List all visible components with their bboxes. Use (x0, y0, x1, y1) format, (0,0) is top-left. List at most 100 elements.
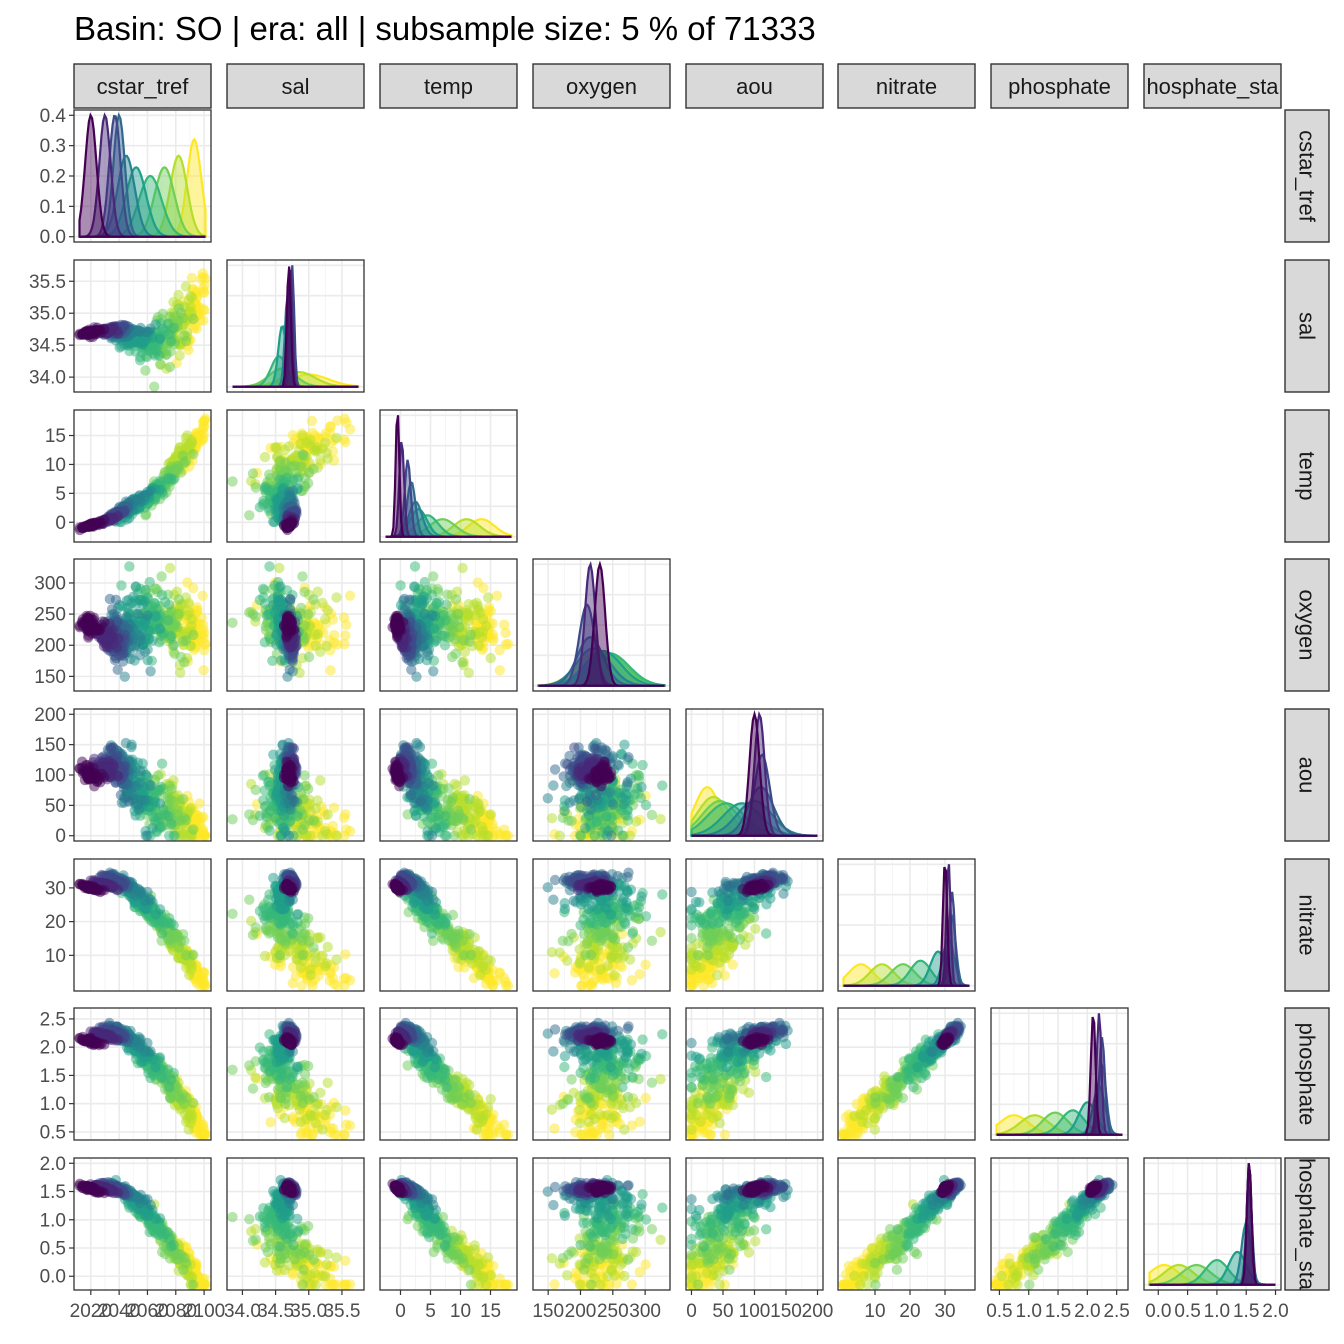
scatter-point (135, 794, 146, 806)
scatter-point (133, 608, 144, 619)
scatter-point (481, 620, 492, 632)
scatter-point (250, 784, 261, 796)
scatter-point (155, 359, 166, 370)
scatter-point (320, 613, 331, 625)
scatter-point (488, 635, 499, 646)
scatter-point (289, 796, 300, 807)
scatter-point (173, 594, 184, 605)
scatter-point (140, 365, 151, 376)
row-strip-label-oxygen: oxygen (1295, 590, 1320, 661)
panel-cstar_tref-vs-cstar_tref (73, 109, 212, 243)
row-strip-label-aou: aou (1295, 757, 1320, 794)
scatter-point (156, 571, 167, 582)
panel-oxygen-vs-sal (226, 558, 365, 692)
scatter-point (299, 586, 310, 598)
scatter-point (146, 343, 157, 354)
scatter-point (180, 335, 192, 347)
scatter-point (130, 581, 141, 592)
scatter-point (166, 818, 177, 829)
scatter-point (159, 596, 171, 608)
scatter-point (317, 830, 328, 841)
row-strip-label-cstar_tref: cstar_tref (1295, 130, 1320, 223)
panel-aou-vs-cstar_tref (73, 708, 212, 842)
scatter-point (257, 499, 269, 510)
scatter-point (450, 648, 461, 659)
scatter-point (145, 323, 156, 334)
scatter-point (197, 268, 208, 279)
scatter-point (463, 667, 474, 678)
scatter-point (473, 601, 484, 612)
scatter-point (134, 650, 145, 661)
scatter-point (91, 776, 103, 787)
scatter-point (183, 294, 194, 306)
scatter-point (168, 474, 179, 485)
scatter-point (439, 640, 451, 651)
scatter-point (428, 666, 439, 677)
scatter-point (173, 608, 184, 620)
scatter-point (325, 665, 336, 676)
scatter-point (156, 758, 168, 769)
scatter-point (105, 632, 116, 644)
scatter-point (182, 577, 193, 588)
scatter-point (173, 805, 184, 816)
scatter-point (331, 432, 342, 444)
scatter-point (133, 804, 145, 815)
scatter-point (81, 610, 92, 622)
scatter-point (168, 322, 179, 334)
scatter-point (331, 592, 342, 603)
scatter-point (134, 777, 145, 788)
scatter-point (321, 640, 332, 652)
row-strip-cstar_tref (1284, 109, 1330, 243)
scatter-point (423, 650, 434, 661)
column-strip-label-temp: temp (424, 74, 473, 99)
scatter-point (250, 482, 261, 493)
scatter-point (259, 637, 271, 648)
scatter-point (299, 819, 310, 831)
scatter-point (281, 610, 293, 622)
panel-oxygen-vs-temp (379, 558, 518, 692)
scatter-point (450, 594, 462, 605)
scatter-point (227, 617, 238, 628)
column-strip-phosphate (990, 63, 1129, 109)
scatter-point (135, 631, 146, 642)
scatter-point (283, 830, 295, 841)
scatter-point (395, 580, 406, 591)
scatter-point (270, 442, 281, 453)
scatter-point (164, 562, 176, 574)
panel-sal-vs-sal (226, 259, 365, 393)
scatter-point (275, 581, 286, 592)
scatter-point (197, 826, 208, 837)
scatter-point (182, 430, 193, 441)
scatter-point (197, 424, 208, 435)
scatter-point (274, 456, 285, 467)
scatter-point (173, 303, 184, 314)
scatter-point (179, 657, 190, 668)
column-strip-nitrate (837, 63, 976, 109)
scatter-point (264, 825, 275, 836)
scatter-point (257, 583, 269, 594)
scatter-point (340, 630, 351, 641)
scatter-point (124, 561, 135, 572)
scatter-point (126, 741, 137, 753)
scatter-point (482, 592, 494, 603)
column-strip-phosphate_star (1143, 63, 1282, 109)
scatter-point (325, 421, 336, 432)
column-strip-oxygen (532, 63, 671, 109)
column-strip-cstar_tref (73, 63, 212, 109)
scatter-point (166, 630, 177, 642)
scatter-point (254, 594, 266, 606)
scatter-point (180, 635, 192, 646)
column-strip-label-oxygen: oxygen (566, 74, 637, 99)
scatter-point (268, 749, 279, 760)
scatter-point (150, 811, 161, 822)
scatter-point (198, 287, 210, 298)
scatter-point (152, 770, 164, 781)
scatter-point (154, 623, 166, 634)
scatter-point (264, 561, 275, 572)
scatter-point (285, 594, 296, 605)
scatter-point (267, 655, 278, 666)
scatter-point (142, 830, 153, 841)
scatter-point (159, 809, 171, 820)
panel-temp-vs-sal (226, 409, 365, 543)
row-strip-phosphate_star (1284, 1157, 1330, 1291)
